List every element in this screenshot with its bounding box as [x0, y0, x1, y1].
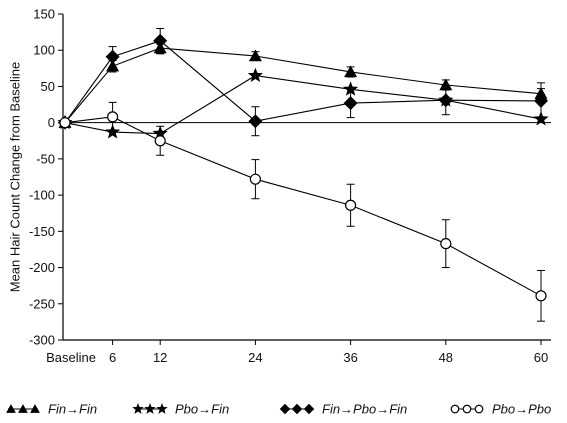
circle-marker: [474, 404, 484, 414]
circle-marker: [59, 117, 71, 129]
triangle-marker: [30, 404, 40, 413]
y-tick-label: 100: [33, 43, 55, 58]
circle-marker: [345, 199, 357, 211]
diamond-marker: [303, 403, 315, 415]
star-marker: [247, 67, 264, 83]
y-tick-label: -200: [29, 260, 55, 275]
triangle-marker: [6, 404, 16, 413]
legend-label: Fin→Pbo→Fin: [322, 402, 407, 417]
series-triangle: [58, 41, 548, 128]
diamond-marker: [291, 403, 303, 415]
diamond-marker: [105, 49, 120, 64]
x-tick-label: 60: [534, 350, 548, 365]
diamond-marker: [534, 93, 548, 108]
axes: -300 -250 -200 -150 -100 -50 0 50 100 150 Baseline…: [29, 7, 551, 365]
x-tick-label: 48: [439, 350, 453, 365]
y-axis-title-group: Mean Hair Count Change from Baseline: [7, 62, 22, 293]
legend-item-diamond: Fin→Pbo→Fin: [279, 402, 407, 417]
series-star: [57, 67, 549, 141]
legend-label: Fin→Fin: [48, 402, 97, 417]
legend-item-circle: Pbo→Pbo: [450, 402, 551, 417]
series-diamond: [58, 27, 548, 137]
diamond-marker: [248, 114, 263, 129]
diamond-marker: [279, 403, 291, 415]
circle-marker: [535, 290, 547, 302]
series-circle: [59, 101, 547, 322]
legend-label: Pbo→Fin: [175, 402, 229, 417]
star-marker: [156, 403, 168, 414]
star-marker: [144, 403, 156, 414]
x-tick-label: 6: [109, 350, 116, 365]
x-tick-label: Baseline: [46, 350, 96, 365]
y-tick-label: -50: [36, 151, 55, 166]
y-tick-label: -300: [29, 333, 55, 348]
triangle-marker: [248, 49, 262, 62]
circle-marker: [106, 111, 119, 123]
series-line: [64, 40, 542, 123]
y-tick-label: 150: [33, 7, 55, 22]
y-axis-title: Mean Hair Count Change from Baseline: [7, 62, 22, 293]
circle-marker: [450, 404, 460, 414]
x-tick-label: 24: [248, 350, 262, 365]
circle-marker: [249, 173, 261, 185]
triangle-marker: [18, 404, 28, 413]
series-line: [64, 116, 542, 297]
x-tick-label: 36: [343, 350, 357, 365]
diamond-marker: [343, 96, 358, 111]
x-tick-label: 12: [153, 350, 167, 365]
circle-marker: [462, 404, 472, 414]
circle-marker: [440, 238, 452, 250]
legend: Fin→Fin Pbo→Fin Fin→Pbo→Fin Pbo→Pbo: [6, 402, 551, 417]
legend-item-star: Pbo→Fin: [132, 402, 229, 417]
y-tick-label: 0: [48, 115, 55, 130]
diamond-marker: [438, 93, 453, 108]
star-marker: [132, 403, 144, 414]
legend-item-triangle: Fin→Fin: [6, 402, 97, 417]
y-tick-label: -100: [29, 188, 55, 203]
legend-label: Pbo→Pbo: [492, 402, 551, 417]
y-tick-label: -250: [29, 296, 55, 311]
series-line: [64, 47, 542, 124]
series-line: [64, 75, 542, 135]
triangle-marker: [439, 78, 453, 91]
diamond-marker: [153, 33, 168, 48]
circle-marker: [154, 135, 166, 147]
triangle-marker: [344, 65, 358, 78]
y-tick-label: 50: [41, 79, 55, 94]
series-layer: [57, 27, 549, 322]
y-tick-label: -150: [29, 224, 55, 239]
